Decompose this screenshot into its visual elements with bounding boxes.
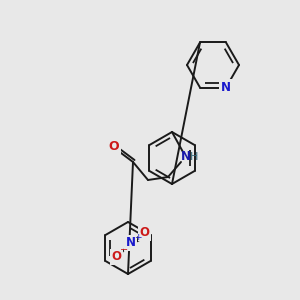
Text: O: O — [112, 250, 122, 263]
Text: +: + — [134, 232, 141, 242]
Text: −: − — [121, 245, 129, 255]
Text: O: O — [140, 226, 149, 239]
Text: H: H — [190, 152, 198, 162]
Text: O: O — [109, 140, 119, 152]
Text: N: N — [181, 151, 191, 164]
Text: N: N — [125, 236, 136, 250]
Text: N: N — [221, 81, 231, 94]
